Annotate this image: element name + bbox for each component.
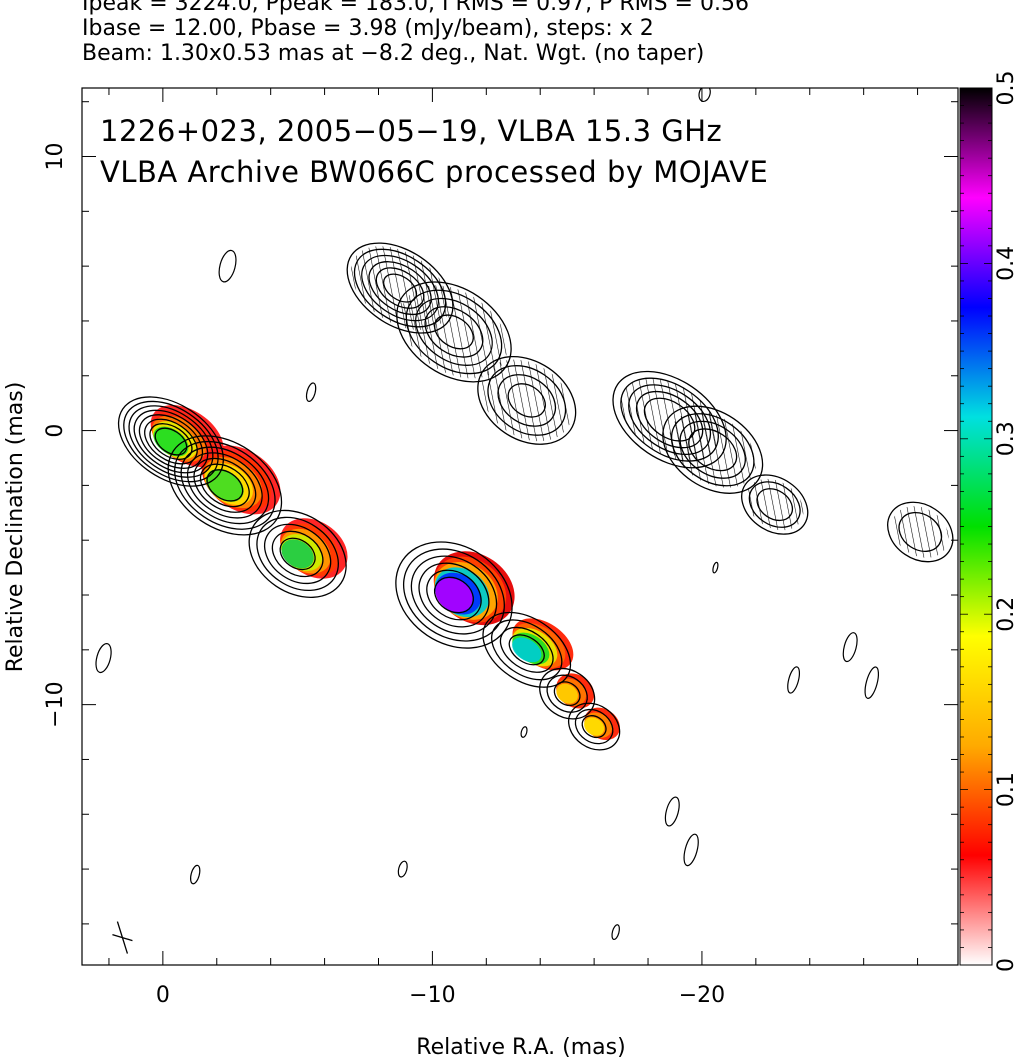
panel-evpa-vectors [612,370,954,563]
x-tick-label: 0 [156,983,170,1008]
noise-contour [611,924,620,941]
colorbar [959,87,993,966]
plot-frame [81,87,959,966]
noise-contour [95,643,112,674]
colorbar-tick-label: 0.4 [994,246,1019,281]
evpa-hatch [669,411,757,488]
polarized-contour [405,289,503,375]
noise-contour [864,666,880,699]
intensity-contour [264,523,332,585]
intensity-contour [256,516,340,592]
intensity-contour [186,452,263,519]
intensity-contour [395,541,513,649]
intensity-contour [433,576,474,614]
colorbar-tick-label: 0.5 [994,71,1019,106]
polarized-contour [507,383,546,418]
intensity-contour [574,708,614,745]
polarization-fill [556,683,578,704]
intensity-contour [581,715,607,739]
evpa-contour [670,413,755,487]
noise-contour [305,382,317,402]
evpa-contour [688,428,738,472]
colorbar-tick-label: 0.3 [994,421,1019,456]
evpa-contour [898,511,943,553]
polarization-fill [435,578,473,612]
plot-title-line1: 1226+023, 2005−05−19, VLBA 15.3 GHz [100,114,722,148]
intensity-contour [167,435,283,536]
intensity-contour [426,569,482,621]
noise-contour [397,860,408,878]
y-axis-label: Relative Declination (mas) [3,382,28,673]
intensity-contour [418,562,490,628]
evpa-hatch [891,506,949,558]
header-beam-line: Beam: 1.30x0.53 mas at −8.2 deg., Nat. W… [82,41,705,66]
intensity-contour [154,427,188,456]
intensity-contour [568,702,621,751]
intensity-contour [248,509,347,599]
noise-contour [712,561,719,574]
x-tick-label: −20 [679,983,725,1008]
y-tick-label: −10 [43,681,68,727]
polarized-contour [434,314,474,350]
evpa-contour [748,481,801,528]
y-tick-label: 0 [43,424,68,438]
noise-contour [190,864,201,885]
intensity-contour [128,405,214,478]
intensity-contour [206,469,244,502]
noise-contour [842,632,858,663]
colorbar-tick-label: 0 [994,958,1019,972]
panel-total-intensity [117,396,621,751]
polarization-hatch [400,285,508,379]
intensity-contour [553,681,581,707]
intensity-contour [117,396,224,487]
noise-contour [787,666,801,694]
x-tick-label: −10 [409,983,455,1008]
intensity-contour [133,409,209,474]
polarized-contour [487,365,567,436]
intensity-contour [499,626,554,673]
intensity-contour [508,634,545,666]
panel-polarized-intensity [346,242,577,445]
polarized-contour [424,306,484,358]
polarized-contour [497,374,557,427]
intensity-contour [279,537,316,571]
evpa-contour [756,488,794,522]
evpa-contour [887,501,954,563]
beam-minor-axis [112,933,133,942]
intensity-contour [174,440,276,530]
intensity-contour [410,555,498,635]
intensity-contour [180,446,270,525]
polarization-fill [205,468,244,502]
header-stats-line: Ipeak = 3224.0, Ppeak = 183.0, I RMS = 0… [82,0,749,16]
noise-contour [683,833,699,867]
colorbar-tick-label: 0.1 [994,772,1019,807]
x-axis-label: Relative R.A. (mas) [416,1035,625,1060]
noise-contour [664,796,680,827]
polarization-fill [584,717,605,736]
polarization-fill [281,539,314,569]
header-base-line: Ibase = 12.00, Pbase = 3.98 (mJy/beam), … [82,16,654,41]
intensity-contour [482,611,572,688]
evpa-contour [662,405,764,494]
plot-title-line2: VLBA Archive BW066C processed by MOJAVE [100,155,768,189]
colorbar-tick-label: 0.2 [994,597,1019,632]
polarization-fill [512,637,542,663]
intensity-contour [546,674,588,713]
evpa-contour [679,420,746,479]
polarized-contour [415,297,493,366]
noise-contour [520,726,528,738]
y-tick-label: 10 [43,143,68,171]
evpa-contour [741,474,809,535]
intensity-contour [149,423,193,461]
polarized-contour [477,355,577,445]
intensity-contour [199,463,250,508]
intensity-contour [402,548,505,642]
noise-contour [218,249,237,283]
intensity-contour [491,619,563,681]
intensity-contour [271,530,324,578]
intensity-contour [193,457,257,513]
intensity-contour [138,414,204,469]
noise-contour [698,88,711,103]
